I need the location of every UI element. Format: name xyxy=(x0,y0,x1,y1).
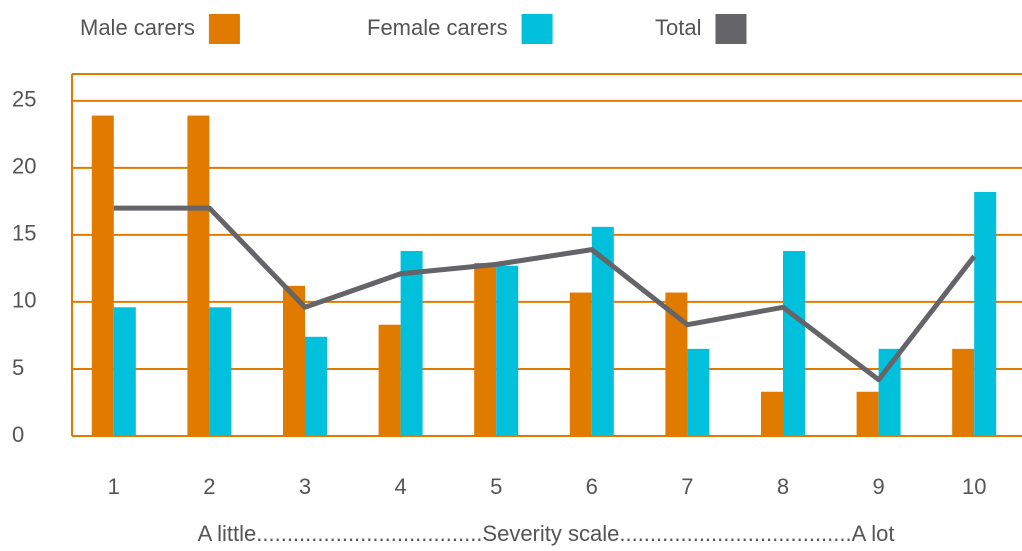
total-line xyxy=(113,205,977,383)
bar xyxy=(378,324,401,436)
x-axis-title: A little................................… xyxy=(198,521,895,546)
legend-label: Female carers xyxy=(367,15,508,40)
x-tick-label: 5 xyxy=(490,474,502,499)
y-tick-label: 25 xyxy=(12,87,36,112)
bar xyxy=(856,391,879,436)
x-tick-label: 2 xyxy=(203,474,215,499)
bar xyxy=(474,263,497,436)
bar xyxy=(783,250,805,436)
bar xyxy=(113,307,136,436)
x-tick-label: 6 xyxy=(586,474,598,499)
bar xyxy=(974,191,997,436)
legend-label: Total xyxy=(655,15,701,40)
y-tick-label: 10 xyxy=(12,288,36,313)
y-tick-label: 20 xyxy=(12,154,36,179)
x-tick-label: 9 xyxy=(872,474,884,499)
bar xyxy=(496,265,519,436)
legend-swatch xyxy=(208,14,240,44)
bar xyxy=(305,336,327,436)
x-tick-label: 7 xyxy=(681,474,693,499)
x-tick-label: 1 xyxy=(108,474,120,499)
y-tick-label: 15 xyxy=(12,221,36,246)
bar xyxy=(283,285,305,436)
legend-swatch xyxy=(521,14,553,44)
bar xyxy=(665,292,688,436)
bar xyxy=(209,307,232,436)
bar xyxy=(687,348,710,436)
x-tick-label: 4 xyxy=(394,474,406,499)
bar xyxy=(91,115,114,437)
x-tick-label: 8 xyxy=(777,474,789,499)
bar xyxy=(400,250,423,436)
bar xyxy=(187,115,210,437)
bar xyxy=(761,391,783,436)
x-tick-label: 10 xyxy=(962,474,986,499)
bar xyxy=(569,292,592,436)
bar xyxy=(591,226,614,436)
y-tick-label: 5 xyxy=(12,355,24,380)
bar xyxy=(952,348,975,436)
legend-swatch xyxy=(715,14,747,44)
legend-label: Male carers xyxy=(80,15,195,40)
x-tick-label: 3 xyxy=(299,474,311,499)
y-tick-label: 0 xyxy=(12,422,24,447)
